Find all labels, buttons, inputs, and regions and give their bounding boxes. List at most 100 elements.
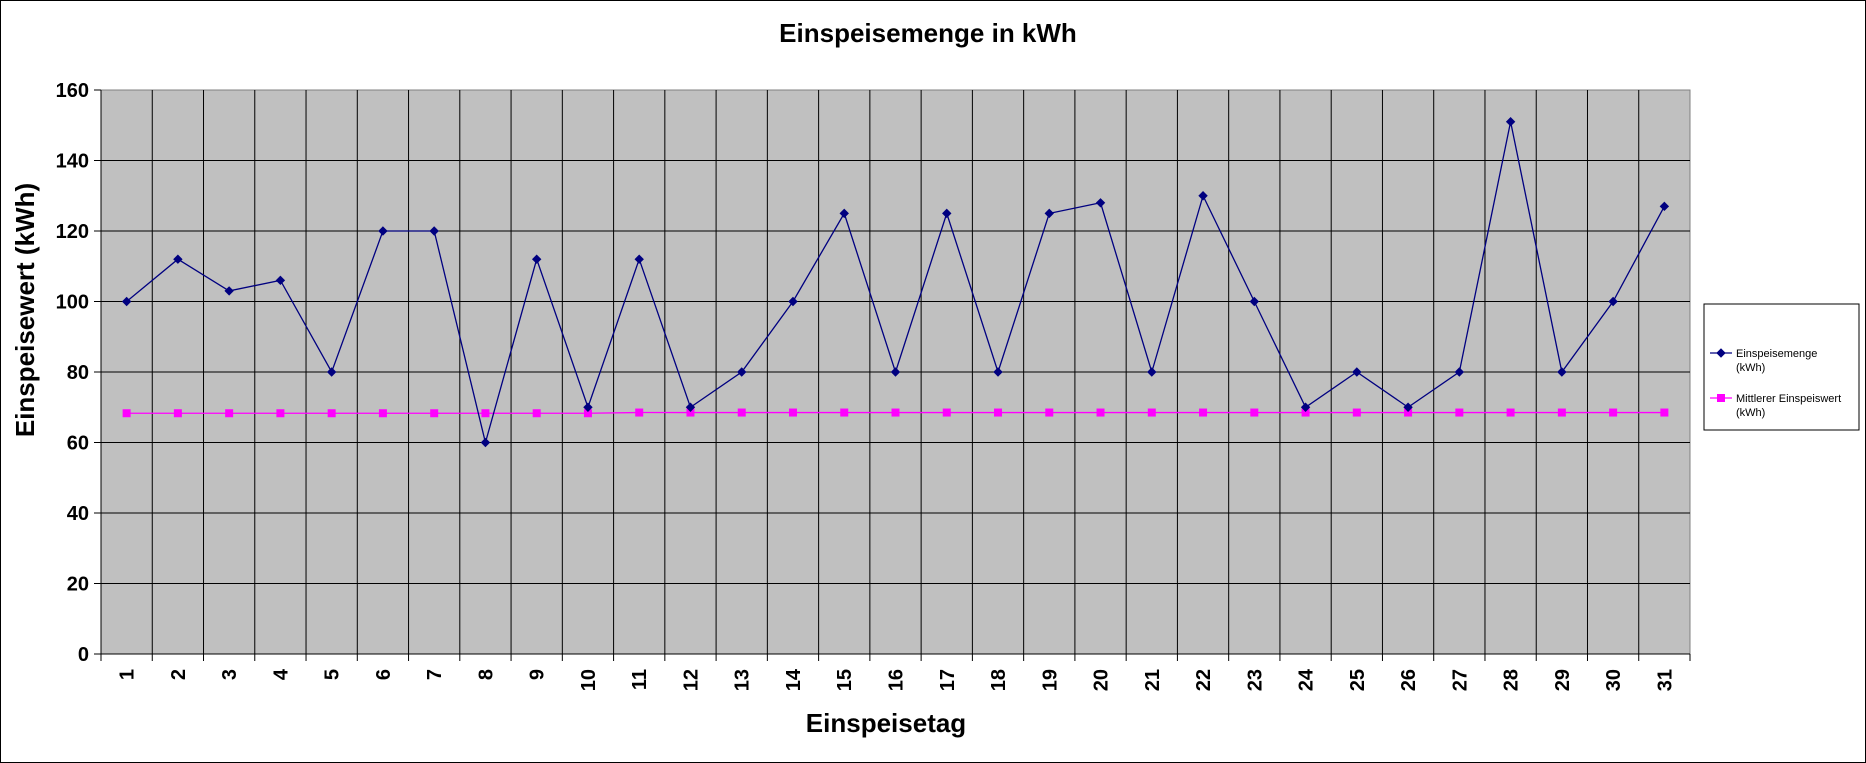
data-point-0 [1557,367,1567,377]
x-tick-label: 31 [1654,669,1676,691]
y-tick-label: 80 [67,362,89,384]
data-point-1 [635,408,644,417]
legend-entry: (kWh) [1736,362,1765,374]
data-point-0 [1044,208,1054,219]
y-tick-label: 120 [56,221,89,243]
x-tick-label: 10 [578,669,600,691]
x-tick-label: 15 [834,669,856,691]
x-tick-label: 18 [988,669,1010,691]
data-point-1 [1609,408,1618,417]
x-tick-label: 17 [937,669,959,691]
data-point-1 [1557,408,1566,417]
x-tick-label: 23 [1244,669,1266,691]
data-point-0 [1147,367,1157,377]
data-point-0 [942,208,952,219]
data-point-1 [891,408,900,417]
data-point-0 [685,402,696,412]
x-tick-label: 27 [1449,669,1471,691]
data-point-0 [890,367,901,377]
x-tick-label: 1 [117,669,139,680]
data-point-0 [1454,367,1465,377]
data-point-0 [1352,367,1362,377]
x-tick-label: 28 [1501,669,1523,691]
data-point-0 [121,296,132,307]
data-point-1 [840,408,849,417]
x-tick-label: 19 [1039,669,1061,691]
data-point-1 [1506,408,1515,417]
data-point-0 [993,367,1003,377]
data-point-1 [430,409,439,418]
data-point-1 [1352,408,1361,417]
x-tick-label: 3 [219,669,241,680]
data-point-1 [994,408,1003,417]
x-tick-label: 21 [1142,669,1164,691]
legend-swatch-marker [1716,348,1726,358]
data-point-1 [173,409,182,418]
legend-entry: Mittlerer Einspeiswert [1736,393,1841,405]
data-point-0 [224,286,234,296]
legend: Einspeisemenge (kWh) Mittlerer Einspeiswer… [1703,303,1860,431]
data-point-1 [225,409,234,418]
data-point-1 [1660,408,1669,417]
data-point-0 [788,296,798,307]
data-point-1 [1199,408,1208,417]
data-point-0 [1198,191,1208,201]
data-point-1 [327,409,336,418]
data-point-0 [583,402,593,412]
x-tick-label: 14 [783,668,805,691]
data-point-0 [173,254,183,264]
x-tick-label: 16 [886,669,908,691]
x-tick-label: 22 [1193,669,1215,691]
data-point-0 [1505,117,1516,127]
data-point-0 [429,226,439,236]
legend-swatch-marker [1717,394,1725,402]
legend-box [1703,303,1860,431]
x-tick-label: 30 [1603,669,1625,691]
data-point-1 [481,409,490,418]
y-tick-label: 100 [56,292,89,314]
legend-entry: Einspeisemenge [1736,348,1817,360]
data-point-0 [378,226,388,236]
chart-title: Einspeisemenge in kWh [779,18,1077,48]
data-point-1 [737,408,746,417]
x-tick-label: 29 [1552,669,1574,691]
x-tick-label: 20 [1091,669,1113,691]
x-tick-label: 4 [270,668,292,680]
data-point-0 [1300,402,1311,412]
data-point-0 [480,437,491,448]
data-point-0 [839,208,849,219]
data-point-1 [1147,408,1156,417]
y-tick-label: 140 [56,151,89,173]
data-point-0 [326,367,337,377]
data-point-1 [532,409,541,418]
data-point-0 [1659,201,1670,212]
x-tick-label: 11 [629,669,651,690]
x-axis-label: Einspeisetag [806,708,966,738]
data-point-0 [1608,296,1618,307]
data-point-1 [378,409,387,418]
x-tick-label: 13 [732,669,754,691]
data-point-0 [1095,198,1106,208]
data-point-0 [531,254,542,264]
x-tick-label: 12 [680,669,702,691]
x-tick-label: 26 [1398,669,1420,691]
x-tick-label: 6 [373,669,395,680]
x-tick-label: 7 [424,669,446,680]
y-tick-label: 40 [67,503,89,525]
data-point-1 [122,409,131,418]
data-point-1 [1250,408,1259,417]
data-point-1 [788,408,797,417]
data-point-0 [634,254,644,264]
data-point-1 [1096,408,1105,417]
data-point-0 [275,275,286,286]
y-tick-label: 20 [67,574,89,596]
x-tick-label: 5 [322,669,344,680]
data-point-1 [942,408,951,417]
data-point-0 [1249,296,1260,307]
data-point-1 [1045,408,1054,417]
legend-entry: (kWh) [1736,407,1765,419]
y-tick-label: 160 [56,80,89,102]
